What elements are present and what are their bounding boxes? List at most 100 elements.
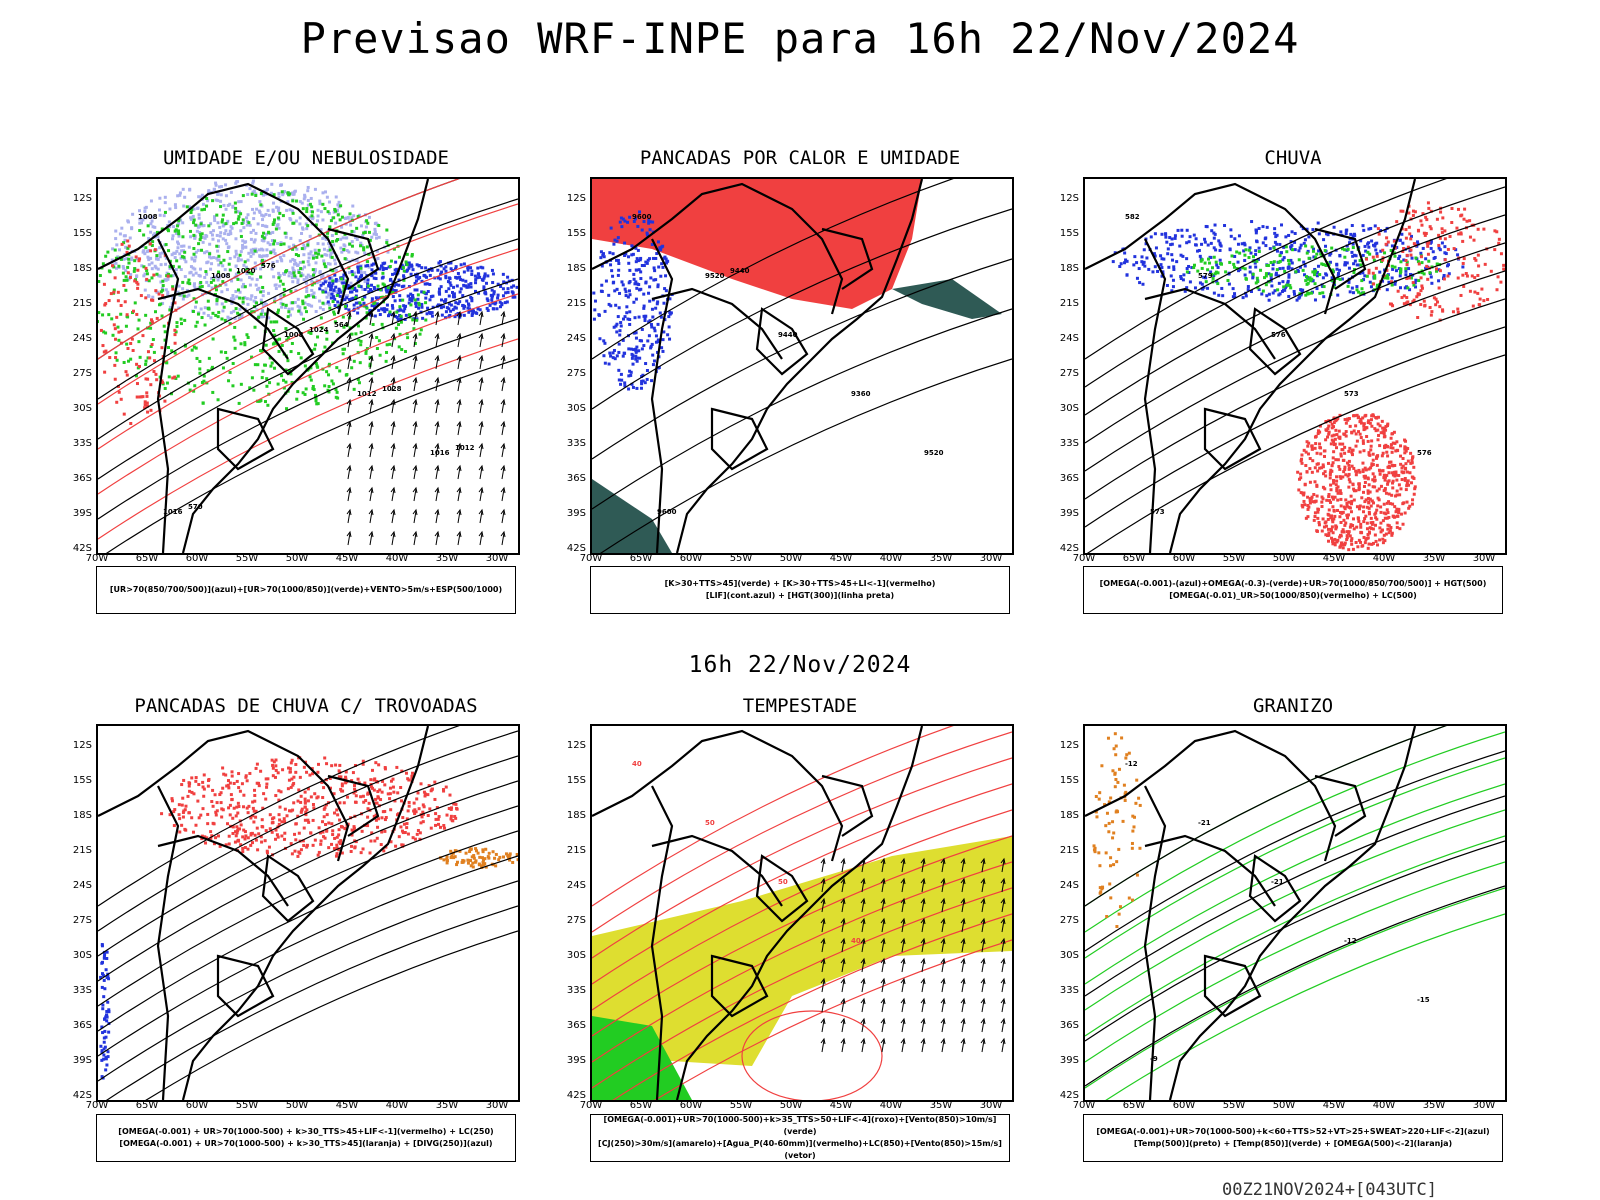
latitude-label: 39S	[1059, 1055, 1079, 1066]
panel-legend: [OMEGA(-0.001)-(azul)+OMEGA(-0.3)-(verde…	[1083, 566, 1503, 614]
latitude-label: 24S	[566, 333, 586, 344]
contour-labels: 1008 1008 1008 1012 1016 1016 1020 1024 1028 1012…	[138, 213, 475, 516]
panel-title: PANCADAS DE CHUVA C/ TROVOADAS	[134, 695, 478, 717]
map-canvas	[98, 726, 518, 1100]
longitude-label: 35W	[1422, 553, 1446, 564]
contour-labels: 9600 9520 9440 9360 9520 9600 9440	[632, 213, 944, 516]
contour-label: 9600	[632, 213, 652, 221]
panel-title: TEMPESTADE	[742, 695, 858, 717]
latitude-label: 33S	[1059, 438, 1079, 449]
longitude-label: 45W	[335, 553, 359, 564]
height-500-contours	[1085, 179, 1505, 553]
panel-legend: [OMEGA(-0.001) + UR>70(1000-500) + k>30_…	[96, 1114, 516, 1162]
legend-line: [LIF](cont.azul) + [HGT(300)](linha pret…	[705, 591, 895, 600]
longitude-label: 40W	[879, 553, 903, 564]
latitude-label: 33S	[566, 438, 586, 449]
legend-line: [UR>70(850/700/500)](azul)+[UR>70(1000/8…	[109, 585, 503, 594]
latitude-label: 15S	[1059, 228, 1079, 239]
longitude-label: 55W	[235, 553, 259, 564]
latitude-label: 42S	[566, 543, 586, 554]
contour-label: 1028	[382, 385, 402, 393]
latitude-label: 15S	[72, 228, 92, 239]
humidity-area-blue	[318, 260, 518, 322]
latitude-label: 18S	[72, 263, 92, 274]
latitude-label: 18S	[566, 263, 586, 274]
longitude-label: 60W	[1172, 1100, 1196, 1111]
legend-line: [OMEGA(-0.01)_UR>50(1000/850)(vermelho) …	[1169, 591, 1417, 600]
streamlines-250	[98, 726, 518, 1100]
contour-label: 1024	[309, 326, 329, 334]
map-canvas: 9600 9520 9440 9360 9520 9600 9440	[592, 179, 1012, 553]
longitude-label: 55W	[235, 1100, 259, 1111]
longitude-label: 65W	[629, 1100, 653, 1111]
longitude-label: 60W	[1172, 553, 1196, 564]
thunderstorm-area-orange	[439, 847, 518, 869]
longitude-label: 45W	[1322, 553, 1346, 564]
latitude-label: 42S	[72, 1090, 92, 1101]
latitude-label: 21S	[72, 845, 92, 856]
wind-vectors-850	[820, 857, 1006, 1053]
contour-label: -21	[1198, 819, 1211, 827]
instability-area-green-south	[592, 479, 672, 553]
longitude-label: 35W	[929, 553, 953, 564]
rain-area-red	[1296, 413, 1417, 552]
coastline	[592, 179, 924, 553]
contour-label: -21	[1271, 878, 1284, 886]
contour-label: 1012	[357, 390, 377, 398]
latitude-label: 21S	[72, 298, 92, 309]
latitude-label: 21S	[1059, 845, 1079, 856]
pressure-contours	[98, 179, 518, 553]
latitude-label: 24S	[72, 880, 92, 891]
temp-500-contours	[1085, 726, 1505, 1087]
longitude-label: 70W	[1072, 1100, 1096, 1111]
latitude-label: 42S	[1059, 543, 1079, 554]
mid-time-label: 16h 22/Nov/2024	[688, 652, 912, 678]
longitude-label: 55W	[729, 1100, 753, 1111]
map-frame: 1008 1008 1008 1012 1016 1016 1020 1024 1028 1012…	[96, 177, 520, 555]
longitude-label: 55W	[729, 553, 753, 564]
latitude-label: 15S	[1059, 775, 1079, 786]
longitude-label: 50W	[1272, 1100, 1296, 1111]
latitude-label: 12S	[72, 740, 92, 751]
latitude-label: 21S	[1059, 298, 1079, 309]
contour-label: 582	[1125, 213, 1140, 221]
latitude-label: 42S	[72, 543, 92, 554]
longitude-label: 30W	[485, 553, 509, 564]
latitude-label: 42S	[566, 1090, 586, 1101]
divergence-area-blue	[99, 943, 111, 1080]
latitude-label: 24S	[1059, 333, 1079, 344]
latitude-label: 15S	[72, 775, 92, 786]
legend-line: [OMEGA(-0.001) + UR>70(1000-500) + k>30_…	[119, 1139, 493, 1148]
longitude-label: 65W	[1122, 1100, 1146, 1111]
latitude-label: 36S	[566, 1020, 586, 1031]
map-canvas: -12 -21 -21 -12 -15 -9	[1085, 726, 1505, 1100]
latitude-label: 30S	[1059, 403, 1079, 414]
longitude-label: 60W	[679, 553, 703, 564]
longitude-label: 55W	[1222, 553, 1246, 564]
latitude-label: 15S	[566, 775, 586, 786]
temp-850-contours	[1085, 726, 1505, 1100]
legend-line: [Temp(500)](preto) + [Temp(850)](verde) …	[1133, 1139, 1453, 1148]
map-frame	[96, 724, 520, 1102]
instability-area-green	[892, 279, 1002, 319]
contour-label: 50	[705, 819, 715, 827]
longitude-label: 30W	[1472, 553, 1496, 564]
contour-label: 50	[778, 878, 788, 886]
longitude-label: 45W	[335, 1100, 359, 1111]
contour-label: 40	[851, 937, 861, 945]
longitude-label: 30W	[979, 553, 1003, 564]
latitude-label: 33S	[566, 985, 586, 996]
longitude-label: 65W	[135, 1100, 159, 1111]
longitude-label: 45W	[1322, 1100, 1346, 1111]
latitude-label: 36S	[1059, 473, 1079, 484]
latitude-label: 39S	[72, 1055, 92, 1066]
map-canvas: 582 579 576 573 576 573	[1085, 179, 1505, 553]
longitude-label: 55W	[1222, 1100, 1246, 1111]
longitude-label: 35W	[929, 1100, 953, 1111]
map-canvas: 40 50 50 40	[592, 726, 1012, 1100]
latitude-label: 15S	[566, 228, 586, 239]
longitude-label: 65W	[135, 553, 159, 564]
contour-label: 573	[1344, 390, 1359, 398]
contour-label: 9520	[705, 272, 725, 280]
contour-label: 9520	[924, 449, 944, 457]
